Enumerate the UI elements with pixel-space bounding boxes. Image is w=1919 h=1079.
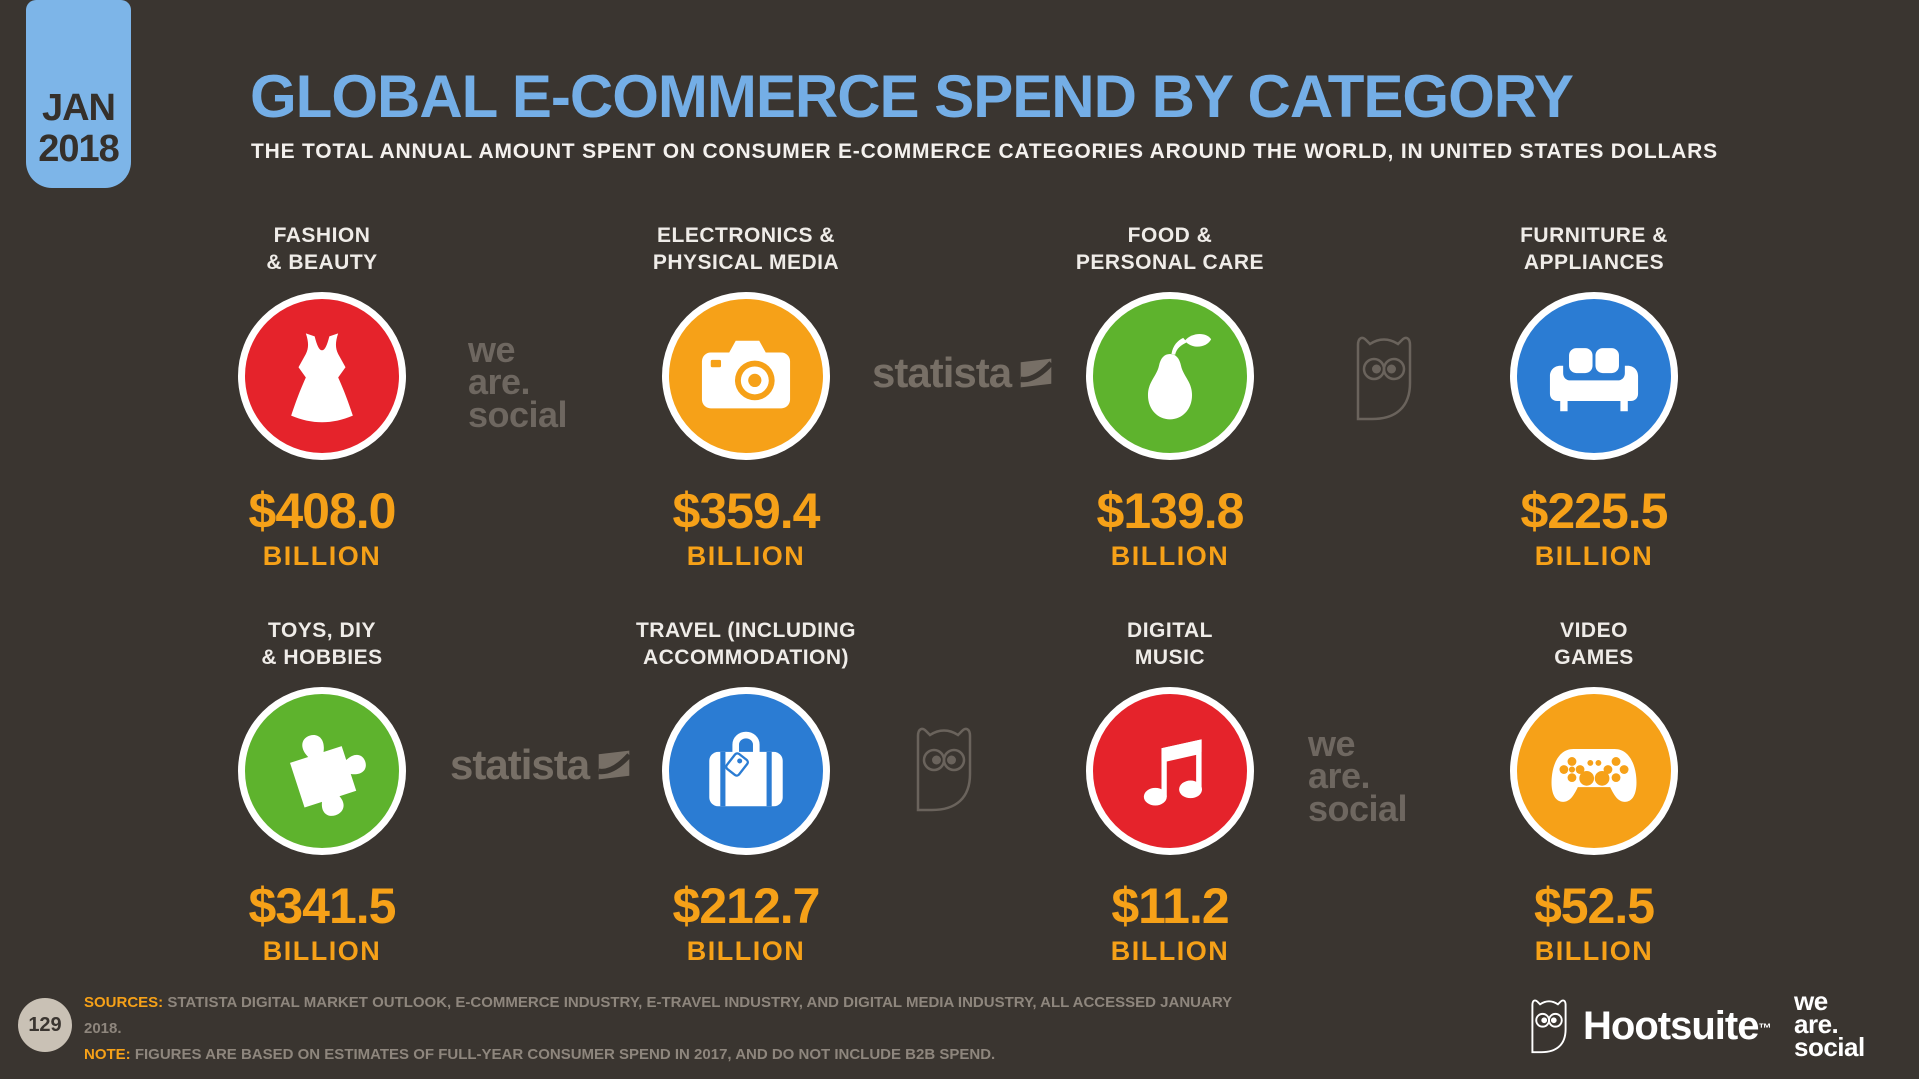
category-circle (1086, 292, 1254, 460)
footer-sources: SOURCES: STATISTA DIGITAL MARKET OUTLOOK… (84, 990, 1264, 1068)
category-label: VIDEO GAMES (1554, 619, 1634, 669)
category-circle (238, 687, 406, 855)
category-value: $11.2 (1111, 878, 1229, 934)
page-title: GLOBAL E-COMMERCE SPEND BY CATEGORY (250, 63, 1574, 130)
hootsuite-wordmark: Hootsuite (1583, 1003, 1759, 1048)
trademark-symbol: ™ (1758, 1020, 1772, 1036)
category-circle (1086, 687, 1254, 855)
category-grid: FASHION & BEAUTY $408.0 BILLION ELECTRON… (110, 216, 1806, 1006)
date-badge: JAN 2018 (26, 0, 131, 188)
note-line: NOTE: FIGURES ARE BASED ON ESTIMATES OF … (84, 1046, 996, 1063)
category-unit: BILLION (686, 541, 806, 571)
sources-label: SOURCES: (84, 994, 164, 1011)
category-unit: BILLION (262, 936, 382, 966)
category-label: FURNITURE & APPLIANCES (1520, 224, 1668, 274)
category-circle (238, 292, 406, 460)
music-note-icon (1143, 739, 1203, 806)
pear-icon (1147, 333, 1212, 420)
category-card-digital-music: DIGITAL MUSIC $11.2 BILLION (958, 611, 1382, 1006)
date-badge-month: JAN (41, 86, 116, 129)
category-label: DIGITAL MUSIC (1127, 619, 1213, 669)
category-value: $341.5 (248, 878, 397, 934)
dress-icon (291, 333, 353, 423)
category-unit: BILLION (1110, 541, 1230, 571)
statista-logo-icon (598, 750, 632, 780)
category-card-travel: TRAVEL (INCLUDING ACCOMMODATION) $212.7 … (534, 611, 958, 1006)
page-number-badge: 129 (18, 998, 72, 1052)
category-card-toys-diy-hobbies: TOYS, DIY & HOBBIES $341.5 BILLION (110, 611, 534, 1006)
category-label: ELECTRONICS & PHYSICAL MEDIA (652, 224, 840, 274)
hootsuite-owl-icon (1356, 336, 1412, 421)
category-label: FOOD & PERSONAL CARE (1075, 224, 1265, 274)
date-badge-year: 2018 (38, 127, 120, 170)
category-card-electronics: ELECTRONICS & PHYSICAL MEDIA $359.4 BILL… (534, 216, 958, 611)
category-circle (662, 687, 830, 855)
statista-logo-icon (1020, 358, 1054, 388)
category-value: $212.7 (672, 878, 821, 934)
note-label: NOTE: (84, 1046, 131, 1063)
category-card-video-games: VIDEO GAMES $52.5 BILLION (1382, 611, 1806, 1006)
puzzle-icon (290, 734, 366, 816)
hootsuite-owl-watermark (912, 722, 976, 821)
we-are-social-logo: we are. social (1794, 986, 1865, 1062)
category-label: TRAVEL (INCLUDING ACCOMMODATION) (635, 619, 857, 669)
we-are-social-watermark: we are. social (1308, 723, 1408, 829)
category-label: FASHION & BEAUTY (266, 224, 378, 274)
category-card-food-personal-care: FOOD & PERSONAL CARE $139.8 BILLION (958, 216, 1382, 611)
hootsuite-owl-watermark (1352, 331, 1416, 430)
category-unit: BILLION (1110, 936, 1230, 966)
category-unit: BILLION (262, 541, 382, 571)
category-value: $52.5 (1533, 878, 1655, 934)
category-circle (1510, 292, 1678, 460)
category-label: TOYS, DIY & HOBBIES (261, 619, 383, 669)
category-card-fashion-beauty: FASHION & BEAUTY $408.0 BILLION (110, 216, 534, 611)
game-controller-icon (1551, 748, 1637, 802)
hootsuite-owl-icon (1531, 999, 1567, 1054)
we-are-social-watermark: we are. social (468, 329, 568, 435)
sources-line: SOURCES: STATISTA DIGITAL MARKET OUTLOOK… (84, 994, 1232, 1037)
category-value: $139.8 (1096, 483, 1245, 539)
page-subtitle: THE TOTAL ANNUAL AMOUNT SPENT ON CONSUME… (251, 140, 1718, 163)
category-value: $225.5 (1520, 483, 1669, 539)
couch-icon (1549, 348, 1639, 412)
statista-watermark: statista (450, 744, 632, 786)
category-value: $408.0 (248, 483, 397, 539)
category-unit: BILLION (1534, 541, 1654, 571)
category-circle (1510, 687, 1678, 855)
hootsuite-owl-icon (916, 727, 972, 812)
category-unit: BILLION (1534, 936, 1654, 966)
statista-watermark: statista (872, 352, 1054, 394)
camera-icon (701, 340, 791, 409)
page-number: 129 (28, 1013, 62, 1036)
category-card-furniture-appliances: FURNITURE & APPLIANCES $225.5 BILLION (1382, 216, 1806, 611)
hootsuite-logo: Hootsuite™ (1527, 996, 1771, 1056)
category-circle (662, 292, 830, 460)
suitcase-icon (709, 731, 783, 807)
category-unit: BILLION (686, 936, 806, 966)
category-value: $359.4 (672, 483, 821, 539)
